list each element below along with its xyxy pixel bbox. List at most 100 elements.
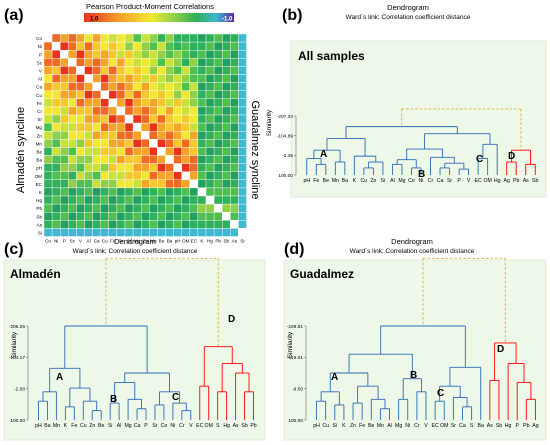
heatmap-cell: [205, 90, 215, 99]
heatmap-cell: [221, 50, 231, 59]
heatmap-cell: [51, 228, 61, 237]
leaf-label: V: [467, 178, 471, 184]
heatmap-col-label: Zn: [143, 239, 149, 244]
heatmap-cell: [92, 155, 101, 164]
heatmap-cell: [43, 139, 53, 148]
heatmap-cell: [43, 122, 53, 132]
heatmap-cell: [116, 74, 126, 83]
heatmap-cell: [100, 98, 109, 108]
heatmap-cell: [173, 220, 182, 229]
heatmap-cell: [173, 211, 182, 221]
heatmap-cell: [157, 50, 166, 59]
heatmap-cell: [100, 33, 109, 43]
heatmap-cell: [149, 82, 158, 91]
leaf-label: Ni: [419, 178, 424, 184]
heatmap-cell: [197, 106, 207, 116]
heatmap-cell: [84, 41, 93, 51]
heatmap-cell: [230, 139, 239, 148]
heatmap-cell: [197, 211, 207, 221]
heatmap-cell: [132, 211, 142, 221]
heatmap-cell: [132, 98, 142, 108]
heatmap-cell: [165, 41, 174, 51]
heatmap-cell: [100, 211, 109, 221]
y-tick-label: -104.17: [9, 355, 26, 361]
cluster-label: C: [437, 388, 444, 399]
heatmap-cell: [68, 228, 77, 237]
heatmap-cell: [132, 139, 142, 148]
heatmap-cell: [140, 155, 150, 164]
cluster-label: A: [56, 372, 63, 383]
heatmap-cell: [43, 58, 53, 67]
heatmap-cell: [76, 74, 85, 83]
heatmap-cell: [213, 82, 223, 91]
heatmap-cell: [68, 155, 77, 164]
heatmap-cell: [116, 139, 126, 148]
heatmap-cell: [230, 33, 239, 43]
heatmap-cell: [108, 114, 118, 124]
heatmap-cell: [51, 211, 61, 221]
heatmap-cell: [181, 33, 190, 43]
heatmap-row-label: V: [39, 68, 43, 73]
heatmap-cell: [189, 82, 199, 91]
heatmap-cell: [84, 228, 93, 237]
heatmap-cell: [213, 66, 223, 75]
heatmap-cell: [205, 122, 215, 132]
heatmap-cell: [205, 179, 215, 189]
heatmap-cell: [68, 122, 77, 132]
heatmap-cell: [165, 33, 174, 43]
heatmap-cell: [60, 147, 69, 156]
heatmap-cell: [60, 195, 69, 205]
heatmap-cell: [76, 41, 85, 51]
heatmap-cell: [205, 228, 215, 237]
heatmap-cell: [230, 74, 239, 83]
heatmap-cell: [157, 41, 166, 51]
heatmap-cell: [43, 74, 53, 83]
heatmap-cell: [116, 220, 126, 229]
heatmap-cell: [132, 41, 142, 51]
heatmap-cell: [68, 220, 77, 229]
heatmap-cell: [140, 195, 150, 205]
y-tick-label: -119.01: [287, 355, 303, 361]
heatmap-cell: [221, 171, 231, 180]
heatmap-cell: [108, 130, 118, 140]
dendrogram-b: -207.34 -104.89 -2.45 100.00 pH Fe Be Mn Ba K Cu Zn…: [277, 108, 539, 184]
heatmap-cell: [173, 203, 182, 213]
heatmap-cell: [92, 220, 101, 229]
panel-c: (c) Dendrogram Ward´s link; Correlation …: [3, 237, 266, 441]
heatmap-cell: [181, 211, 190, 221]
heatmap-cell: [92, 203, 101, 213]
heatmap-cell: [140, 179, 150, 189]
heatmap-cell: [116, 155, 126, 164]
heatmap-cell: [238, 228, 247, 237]
heatmap-cell: [213, 90, 223, 99]
heatmap-cell: [173, 58, 182, 67]
heatmap-cell: [76, 130, 85, 140]
heatmap-cell: [76, 90, 85, 99]
color-scale-bar: [84, 13, 234, 22]
heatmap-cell: [68, 147, 77, 156]
heatmap-cell: [157, 33, 166, 43]
heatmap-cell: [51, 50, 61, 59]
heatmap-cell: [149, 147, 158, 156]
heatmap-cell: [76, 82, 85, 91]
heatmap-cell: [84, 130, 93, 140]
heatmap-cell: [92, 33, 101, 43]
heatmap-col-label: Ba: [167, 239, 173, 244]
dendrogram-d-plot-area: [283, 259, 547, 441]
heatmap-cell: [181, 98, 190, 108]
heatmap-cell: [149, 41, 158, 51]
heatmap-cell: [221, 114, 231, 124]
heatmap-cell: [205, 58, 215, 67]
heatmap-cell: [149, 58, 158, 67]
heatmap-cell: [68, 74, 77, 83]
heatmap-cell: [157, 139, 166, 148]
heatmap-cell: [76, 179, 85, 189]
heatmap-cell: [197, 82, 207, 91]
heatmap-cell: [165, 74, 174, 83]
leaf-label: Cu: [80, 423, 87, 429]
heatmap-cell: [51, 195, 61, 205]
heatmap-cell: [205, 114, 215, 124]
heatmap-cell: [197, 90, 207, 99]
heatmap-cell: [230, 203, 239, 213]
